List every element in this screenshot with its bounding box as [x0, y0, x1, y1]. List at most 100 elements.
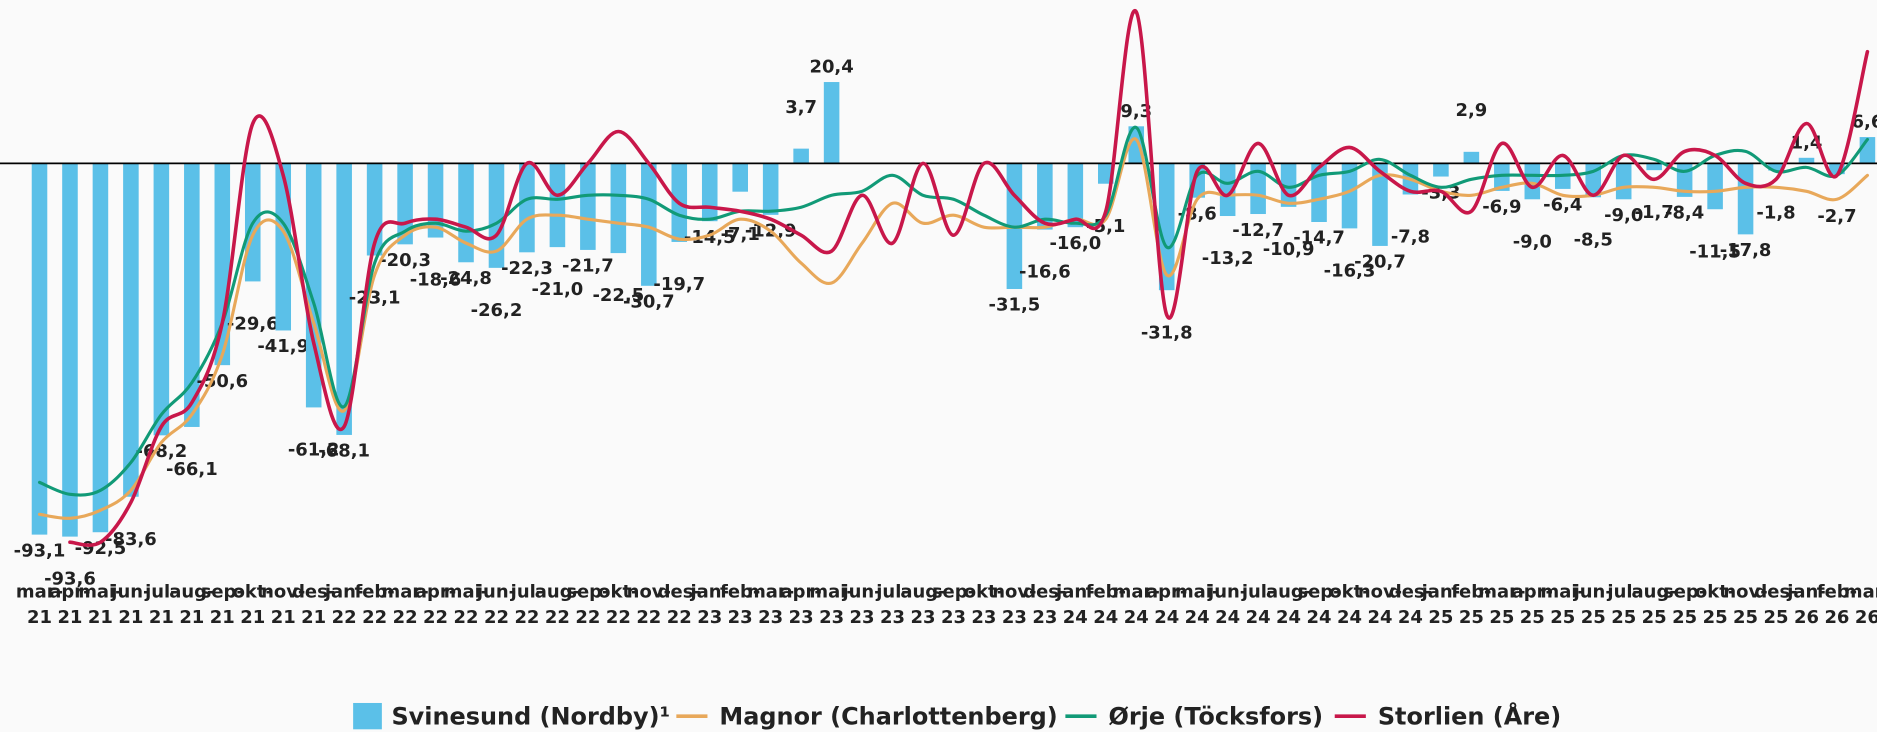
x-tick-label-box: des-22	[643, 580, 715, 630]
x-tick-label-box: mar-24	[1100, 580, 1172, 630]
data-label: 9,3	[1120, 101, 1152, 122]
x-tick-label: sep-24	[1297, 580, 1341, 628]
bar	[92, 163, 109, 533]
x-tick-label-wrap: aug-22	[521, 580, 593, 630]
data-label: -41,9	[257, 336, 309, 357]
bar	[610, 163, 627, 254]
x-tick-label-wrap: feb-26	[1801, 580, 1873, 630]
x-tick-label-box: okt-21	[233, 581, 273, 628]
bar	[305, 163, 322, 408]
x-tick-label-box: aug-24	[1266, 581, 1311, 628]
bar	[31, 163, 48, 535]
data-label: -8,5	[1574, 229, 1613, 250]
x-tick-label-box: apr-25	[1511, 580, 1553, 628]
bar	[1037, 163, 1053, 230]
bar	[275, 163, 292, 331]
x-tick-label-box: des-25	[1754, 580, 1798, 628]
line	[68, 9, 1870, 547]
x-tick-label-wrap: sep-21	[186, 580, 258, 630]
x-tick-label: okt-22	[598, 580, 639, 628]
x-tick-label-box: jul-23	[876, 581, 909, 628]
line	[37, 125, 1869, 497]
x-tick-label-box: apr-24	[1131, 580, 1203, 630]
x-tick-label-box: sep-21	[186, 580, 258, 630]
x-tick-label: jul-24	[1241, 580, 1275, 628]
x-tick-label-box: jul-22	[491, 580, 563, 630]
legend-label: Magnor (Charlottenberg)	[719, 702, 1057, 730]
legend-item: Storlien (Åre)	[1334, 701, 1561, 730]
x-tick-label-wrap: sep-24	[1283, 580, 1355, 630]
bar	[1615, 163, 1632, 200]
x-tick-label-wrap: okt-23	[948, 580, 1020, 630]
x-tick-label: jun-25	[1573, 580, 1613, 628]
x-tick-label-wrap: jun-21	[95, 580, 167, 630]
x-tick-label-wrap: jul-25	[1588, 580, 1660, 630]
x-tick-label: apr-25	[1511, 580, 1553, 628]
x-tick-label: jul-25	[1607, 580, 1640, 628]
x-tick-label: aug-23	[900, 580, 946, 628]
x-tick-label: des-25	[1754, 580, 1798, 628]
x-tick-label-wrap: des-22	[643, 580, 715, 630]
x-tick-label-wrap: apr-24	[1131, 580, 1203, 630]
x-tick-label-box: jun-23	[826, 580, 898, 630]
x-tick-label: jan-26	[1787, 580, 1826, 628]
x-tick-label-box: feb-25	[1451, 581, 1491, 628]
bar	[1524, 163, 1541, 200]
x-tick-label-box: feb-23	[720, 581, 760, 628]
data-label: 2,9	[1455, 100, 1487, 121]
x-tick-label-box: jun-21	[95, 580, 167, 630]
x-tick-label-wrap: jul-22	[491, 580, 563, 630]
bar	[1372, 163, 1388, 246]
x-tick-label-wrap: feb-24	[1070, 580, 1142, 630]
x-tick-label-wrap: mar-24	[1100, 580, 1172, 630]
x-tick-label-wrap: jun-23	[826, 580, 898, 630]
x-tick-label-box: mai-21	[78, 581, 122, 628]
x-tick-label-wrap: jan-24	[1039, 580, 1111, 630]
x-tick-label-wrap: apr-23	[765, 580, 837, 630]
bar	[1737, 163, 1754, 235]
x-tick-label: mai-25	[1540, 580, 1585, 628]
x-tick-label-box: jun-25	[1573, 580, 1613, 628]
x-tick-label-wrap: jan-22	[308, 580, 380, 630]
x-tick-label-box: sep-23	[931, 580, 976, 628]
x-tick-label: apr-21	[49, 580, 91, 628]
x-tick-label: feb-26	[1816, 580, 1858, 628]
x-tick-label-box: okt-22	[598, 580, 639, 628]
x-tick-label-box: jan-25	[1422, 581, 1461, 628]
x-tick-label-box: mar-23	[735, 580, 807, 630]
x-tick-label-box: jan-22	[308, 580, 380, 630]
data-label: -16,3	[1324, 260, 1376, 281]
x-tick-label-box: okt-25	[1694, 580, 1736, 628]
x-tick-label-wrap: aug-25	[1618, 580, 1690, 630]
x-tick-label-box: jan-23	[690, 580, 729, 628]
data-label: -24,8	[440, 268, 492, 289]
data-label: -9,0	[1604, 205, 1643, 226]
x-tick-label-wrap: sep-22	[552, 580, 624, 630]
x-tick-label: mar-23	[747, 580, 795, 628]
data-label: 20,4	[809, 57, 853, 78]
x-tick-label-box: feb-24	[1070, 580, 1142, 630]
x-tick-label: jan-23	[690, 580, 729, 628]
x-tick-label-wrap: nov-21	[247, 580, 319, 630]
x-tick-label-box: feb-22	[354, 581, 394, 628]
x-tick-label-box: jun-22	[461, 580, 533, 630]
data-label: -16,6	[1019, 262, 1071, 283]
x-tick-label-wrap: mar-23	[735, 580, 807, 630]
x-tick-label: mar-21	[15, 580, 64, 628]
data-label: -14,5	[684, 227, 736, 248]
x-tick-label: aug-22	[534, 580, 580, 628]
x-tick-label: okt-25	[1694, 580, 1736, 628]
x-tick-label: sep-23	[931, 580, 976, 628]
x-tick-label: nov-22	[626, 580, 671, 628]
x-tick-label-wrap: aug-23	[887, 580, 959, 630]
data-label: -31,5	[989, 295, 1041, 316]
x-tick-label-box: aug-22	[521, 580, 593, 630]
x-tick-label-wrap: mai-25	[1527, 580, 1599, 630]
x-tick-label-wrap: nov-22	[613, 580, 685, 630]
x-tick-label-wrap: jun-22	[461, 580, 533, 630]
x-tick-label-box: mai-22	[444, 581, 488, 628]
legend-item: Magnor (Charlottenberg)	[676, 702, 1058, 730]
bar	[1768, 163, 1784, 171]
x-tick-label: jan-22	[324, 580, 364, 628]
